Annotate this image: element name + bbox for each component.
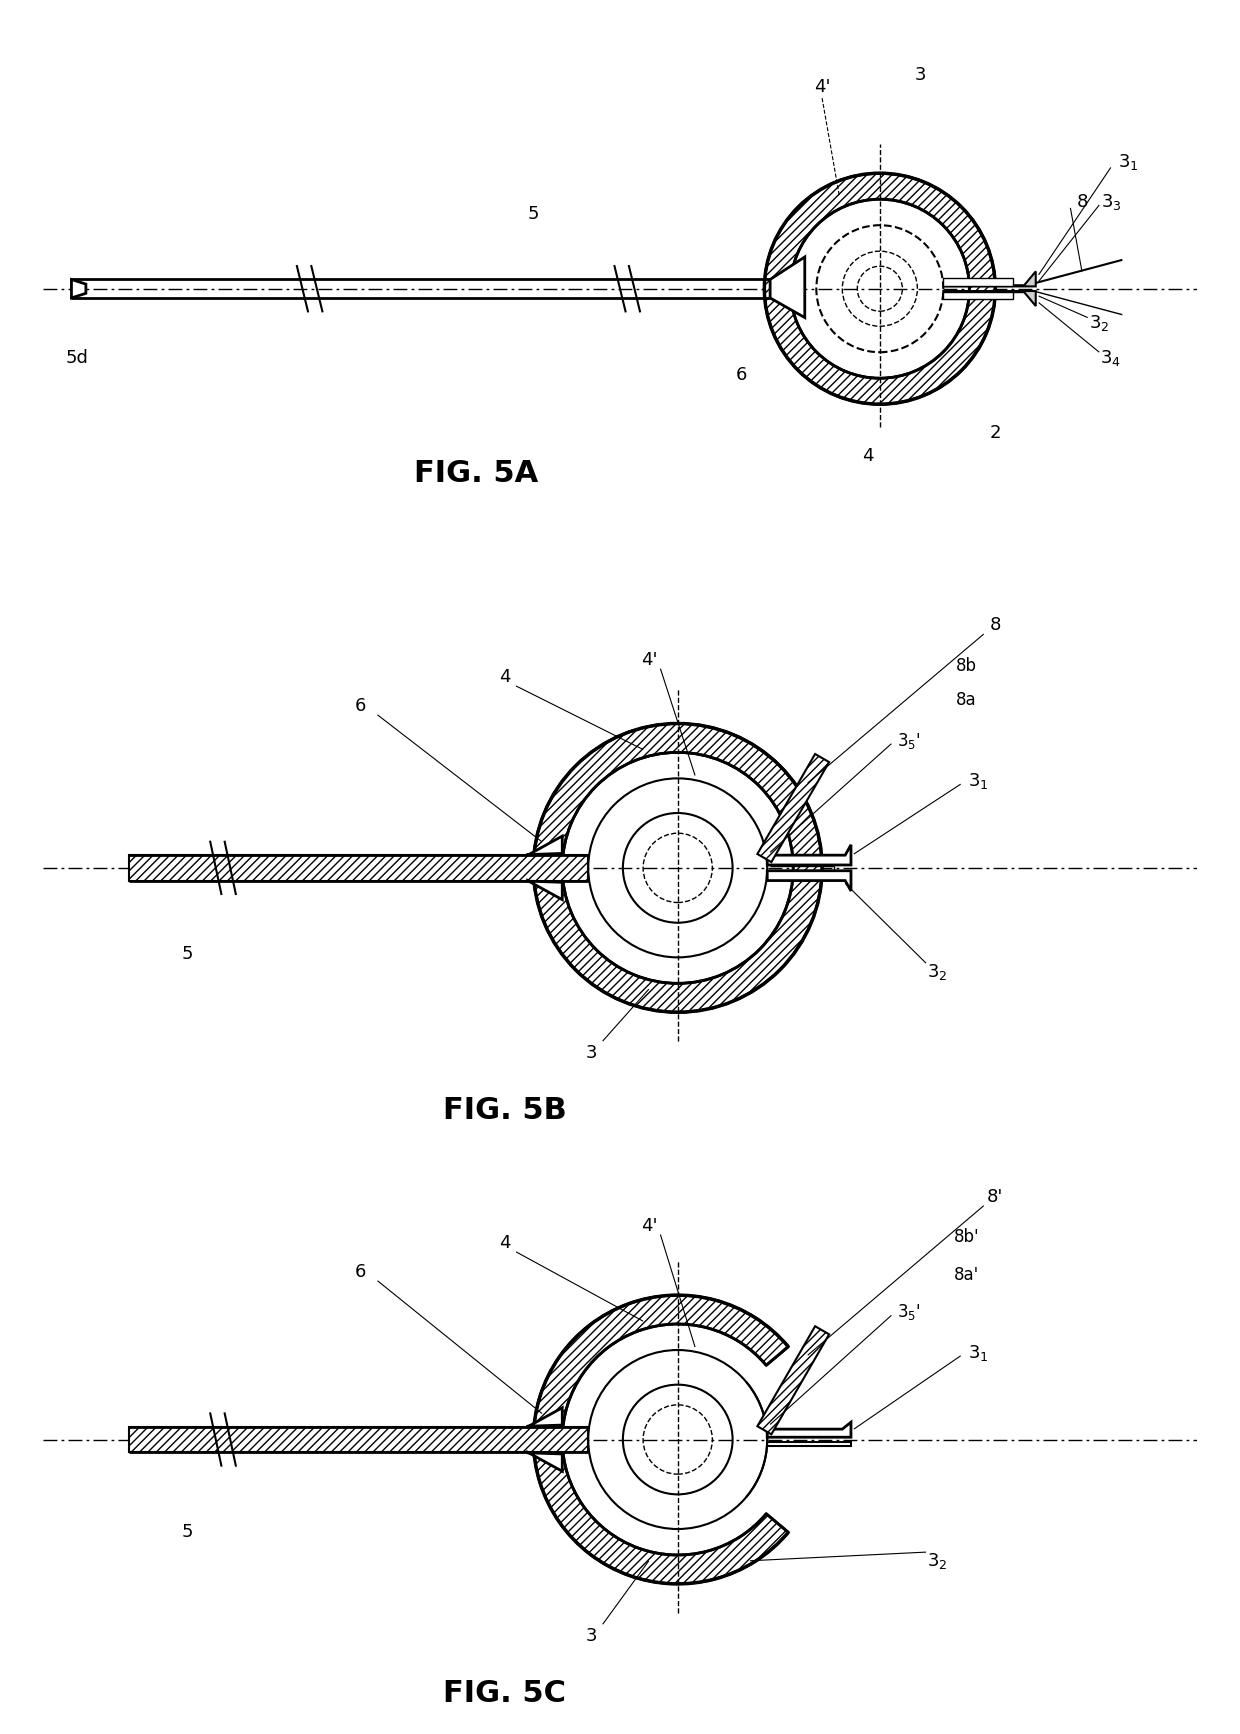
Text: 8: 8 bbox=[1076, 192, 1087, 212]
Polygon shape bbox=[527, 881, 562, 900]
Text: 8': 8' bbox=[987, 1188, 1003, 1207]
Polygon shape bbox=[527, 1408, 562, 1427]
Text: 3: 3 bbox=[915, 66, 926, 83]
Polygon shape bbox=[768, 1443, 851, 1446]
Polygon shape bbox=[768, 844, 851, 865]
Text: $3_5$': $3_5$' bbox=[897, 730, 920, 751]
Polygon shape bbox=[770, 257, 805, 317]
Text: 3: 3 bbox=[585, 1044, 596, 1061]
Text: $3_2$: $3_2$ bbox=[1089, 314, 1110, 333]
Polygon shape bbox=[72, 279, 86, 298]
Wedge shape bbox=[533, 1295, 789, 1583]
Text: $3_1$: $3_1$ bbox=[1118, 151, 1138, 172]
Text: 2: 2 bbox=[990, 425, 1001, 442]
Text: $3_1$: $3_1$ bbox=[967, 1342, 988, 1363]
Text: 5: 5 bbox=[181, 1522, 192, 1542]
Text: FIG. 5B: FIG. 5B bbox=[443, 1096, 567, 1125]
Text: 4': 4' bbox=[641, 650, 657, 669]
Polygon shape bbox=[768, 870, 851, 891]
Text: $3_3$: $3_3$ bbox=[1101, 192, 1121, 212]
Text: 4': 4' bbox=[813, 78, 831, 95]
Polygon shape bbox=[944, 291, 1035, 305]
Text: FIG. 5C: FIG. 5C bbox=[443, 1679, 565, 1708]
Text: 8a': 8a' bbox=[954, 1266, 980, 1283]
Text: 8b': 8b' bbox=[954, 1228, 980, 1247]
Text: $3_2$: $3_2$ bbox=[928, 962, 947, 981]
Text: $3_4$: $3_4$ bbox=[1100, 349, 1121, 368]
Polygon shape bbox=[527, 836, 562, 855]
Text: $3_5$': $3_5$' bbox=[897, 1302, 920, 1323]
Text: 5: 5 bbox=[528, 205, 539, 222]
Bar bbox=[129, 1427, 588, 1451]
Text: 5d: 5d bbox=[66, 349, 89, 368]
Text: 4': 4' bbox=[641, 1217, 657, 1235]
Text: 8b: 8b bbox=[956, 657, 977, 675]
Text: 5: 5 bbox=[181, 945, 192, 964]
Polygon shape bbox=[944, 279, 1013, 286]
Text: 8a: 8a bbox=[956, 692, 977, 709]
Text: 3: 3 bbox=[585, 1626, 596, 1646]
Bar bbox=[129, 855, 588, 881]
Text: 8: 8 bbox=[990, 616, 1001, 635]
Text: 4: 4 bbox=[863, 447, 874, 465]
Wedge shape bbox=[533, 723, 822, 1013]
Text: 6: 6 bbox=[735, 366, 746, 385]
Polygon shape bbox=[944, 291, 1013, 298]
Wedge shape bbox=[764, 173, 996, 404]
Polygon shape bbox=[944, 272, 1035, 286]
Text: 6: 6 bbox=[355, 1262, 366, 1281]
Text: 6: 6 bbox=[355, 697, 366, 714]
Polygon shape bbox=[527, 1451, 562, 1470]
Text: 4: 4 bbox=[498, 1235, 511, 1252]
Text: $3_2$: $3_2$ bbox=[928, 1550, 947, 1571]
Text: $3_1$: $3_1$ bbox=[967, 772, 988, 791]
Polygon shape bbox=[768, 1422, 851, 1437]
Text: 4: 4 bbox=[498, 668, 511, 687]
Text: FIG. 5A: FIG. 5A bbox=[413, 460, 538, 487]
Polygon shape bbox=[758, 754, 830, 862]
Polygon shape bbox=[758, 1327, 830, 1434]
